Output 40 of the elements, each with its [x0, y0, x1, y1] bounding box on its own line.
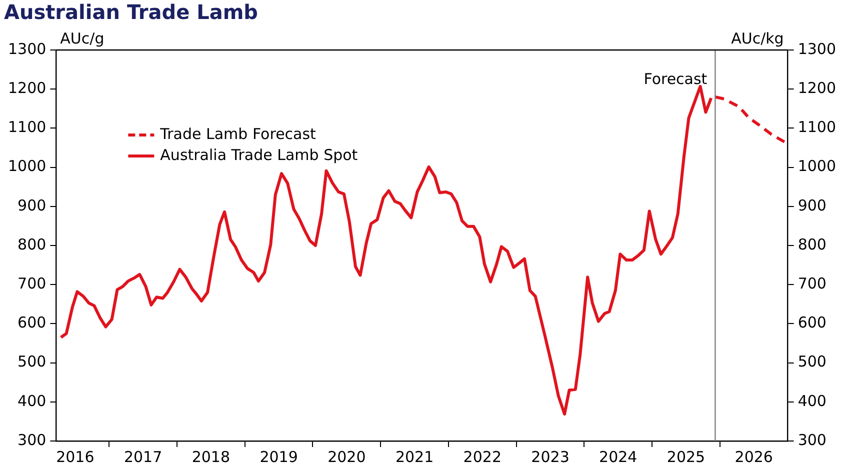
x-tick-label: 2024 — [599, 448, 638, 466]
line-series — [714, 95, 786, 144]
chart-title: Australian Trade Lamb — [4, 0, 258, 24]
y2-tick-label: 400 — [798, 392, 826, 410]
x-tick-label: 2019 — [260, 448, 298, 466]
y2-tick-label: 900 — [798, 196, 826, 214]
y2-tick-label: 1300 — [798, 40, 836, 58]
y2-tick-label: 700 — [798, 274, 826, 292]
x-tick-label: 2023 — [531, 448, 570, 466]
y2-tick-label: 300 — [798, 430, 826, 449]
x-tick-label: 2021 — [395, 448, 434, 466]
y2-tick-label: 1100 — [798, 118, 836, 136]
y2-tick-label: 1200 — [798, 78, 836, 97]
ref-line-label: Forecast — [644, 70, 708, 88]
y-tick-label: 700 — [18, 274, 46, 292]
y-tick-label: 500 — [18, 352, 46, 371]
y-tick-label: 300 — [18, 430, 46, 449]
x-tick-label: 2016 — [56, 448, 94, 466]
y2-axis-title: AUc/kg — [731, 29, 784, 48]
legend-label: Australia Trade Lamb Spot — [160, 146, 358, 164]
y-tick-label: 600 — [18, 314, 46, 332]
y2-tick-label: 1000 — [798, 157, 836, 176]
y2-tick-label: 800 — [798, 235, 826, 254]
x-tick-label: 2020 — [328, 448, 366, 466]
x-tick-label: 2026 — [734, 448, 773, 466]
y-tick-label: 1200 — [8, 78, 46, 97]
y2-tick-label: 600 — [798, 314, 826, 332]
x-tick-label: 2025 — [666, 448, 706, 466]
y-tick-label: 400 — [18, 392, 46, 410]
y-tick-label: 900 — [18, 196, 46, 214]
y-tick-label: 800 — [18, 235, 46, 254]
x-tick-label: 2017 — [124, 448, 162, 466]
x-tick-label: 2018 — [192, 448, 230, 466]
y2-tick-label: 500 — [798, 352, 826, 371]
legend-label: Trade Lamb Forecast — [159, 124, 316, 143]
y-axis-title: AUc/g — [60, 29, 104, 48]
y-tick-label: 1100 — [8, 118, 46, 136]
y-tick-label: 1000 — [8, 157, 46, 176]
x-tick-label: 2022 — [463, 448, 502, 466]
y-tick-label: 1300 — [8, 40, 46, 58]
